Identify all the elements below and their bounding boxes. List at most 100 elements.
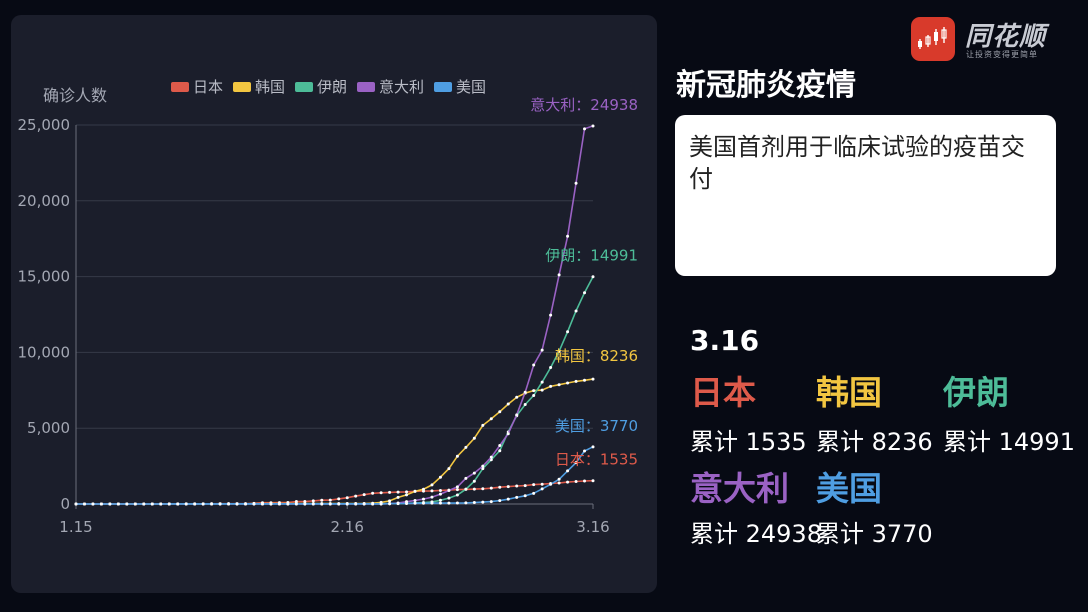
legend-swatch: [357, 82, 375, 92]
data-point: [506, 485, 510, 489]
data-point: [481, 487, 485, 491]
data-point: [566, 330, 570, 334]
data-point: [388, 499, 392, 503]
data-point: [447, 467, 451, 471]
data-point: [557, 273, 561, 277]
data-point: [566, 480, 570, 484]
y-tick-label: 25,000: [18, 116, 71, 134]
data-point: [566, 381, 570, 385]
data-point: [523, 484, 527, 488]
data-point: [371, 502, 375, 506]
data-point: [447, 489, 451, 493]
legend-label: 美国: [456, 78, 486, 96]
data-point: [464, 476, 468, 480]
data-point: [489, 486, 493, 490]
data-point: [506, 402, 510, 406]
data-point: [591, 377, 595, 381]
line-chart: 0 5,000 10,000 15,000 20,000 25,000 1.15 2.16 3.…: [18, 78, 639, 536]
data-point: [574, 480, 578, 484]
data-point: [438, 475, 442, 479]
y-tick-label: 20,000: [18, 192, 71, 210]
data-point: [464, 501, 468, 505]
news-headline: 美国首剂用于临床试验的疫苗交付: [689, 133, 1025, 193]
country-name-italy: 意大利: [690, 469, 789, 508]
country-name-usa: 美国: [816, 469, 882, 508]
legend-swatch: [171, 82, 189, 92]
data-point: [472, 471, 476, 475]
data-point: [82, 502, 86, 506]
country-total-japan: 累计 1535: [690, 428, 807, 456]
stats-date: 3.16: [690, 324, 760, 357]
page-title: 新冠肺炎疫情: [676, 68, 856, 103]
data-point: [583, 449, 587, 453]
x-tick-label: 3.16: [576, 518, 609, 536]
data-point: [218, 502, 222, 506]
data-point: [574, 309, 578, 313]
data-point: [591, 275, 595, 279]
country-name-iran: 伊朗: [943, 373, 1009, 412]
data-point: [337, 497, 341, 501]
data-point: [438, 501, 442, 505]
x-tick-label: 2.16: [331, 518, 364, 536]
logo-name: 同花顺: [965, 22, 1047, 52]
data-point: [532, 393, 536, 397]
series-end-label: 日本：1535: [555, 451, 638, 469]
data-point: [396, 495, 400, 499]
data-point: [515, 395, 519, 399]
country-total-italy: 累计 24938: [690, 520, 822, 548]
data-point: [311, 502, 315, 506]
series-line: [76, 276, 594, 505]
data-point: [447, 496, 451, 500]
data-point: [583, 378, 587, 382]
data-point: [311, 499, 315, 503]
data-point: [345, 502, 349, 506]
legend-label: 日本: [193, 78, 223, 96]
data-point: [557, 481, 561, 485]
data-point: [583, 291, 587, 295]
data-point: [540, 348, 544, 352]
data-point: [328, 498, 332, 502]
country-total-korea: 累计 8236: [816, 428, 933, 456]
country-name-korea: 韩国: [816, 373, 882, 412]
data-point: [498, 485, 502, 489]
data-point: [116, 502, 120, 506]
data-point: [472, 479, 476, 483]
data-point: [455, 493, 459, 497]
country-total-usa: 累计 3770: [816, 520, 933, 548]
data-point: [523, 494, 527, 498]
data-point: [591, 124, 595, 128]
data-point: [532, 389, 536, 393]
data-point: [455, 454, 459, 458]
data-point: [557, 383, 561, 387]
data-point: [413, 501, 417, 505]
y-tick-label: 5,000: [27, 419, 70, 437]
data-point: [481, 464, 485, 468]
data-point: [438, 498, 442, 502]
series-end-label: 伊朗：14991: [545, 247, 638, 265]
data-point: [523, 390, 527, 394]
data-point: [244, 502, 248, 506]
data-point: [337, 502, 341, 506]
data-point: [405, 493, 409, 497]
logo-slogan: 让投资变得更简单: [966, 50, 1038, 59]
legend-swatch: [295, 82, 313, 92]
data-point: [489, 500, 493, 504]
news-card: 美国首剂用于临床试验的疫苗交付: [675, 115, 1056, 276]
data-point: [269, 502, 273, 506]
y-axis-label: 确诊人数: [43, 86, 107, 105]
series-end-label: 美国：3770: [555, 417, 638, 435]
data-point: [184, 502, 188, 506]
data-point: [388, 501, 392, 505]
series-line: [76, 125, 594, 505]
data-point: [277, 502, 281, 506]
data-point: [489, 417, 493, 421]
data-point: [549, 384, 553, 388]
data-point: [566, 469, 570, 473]
data-point: [210, 502, 214, 506]
data-point: [549, 482, 553, 486]
data-point: [489, 455, 493, 459]
data-point: [455, 485, 459, 489]
data-point: [396, 490, 400, 494]
data-point: [515, 484, 519, 488]
data-point: [371, 491, 375, 495]
